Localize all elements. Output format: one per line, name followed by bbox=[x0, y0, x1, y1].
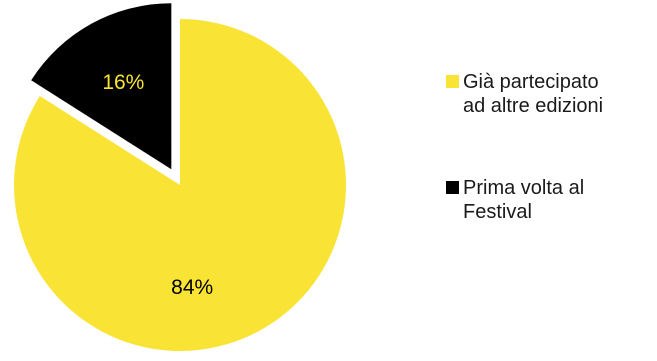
slice-value-label-1: 16% bbox=[102, 71, 144, 94]
legend-item-prima-volta: Prima volta al Festival bbox=[446, 176, 651, 224]
pie-chart: 84% 16% bbox=[13, 3, 347, 352]
pie-slice-0 bbox=[13, 19, 347, 352]
legend-label-line2: ad altre edizioni bbox=[463, 95, 604, 117]
legend-item-gia-partecipato: Già partecipato ad altre edizioni bbox=[446, 70, 651, 118]
legend-label-line1: Già partecipato bbox=[463, 71, 599, 93]
legend-swatch-yellow bbox=[446, 75, 459, 88]
legend: Già partecipato ad altre edizioni Prima … bbox=[446, 70, 651, 224]
legend-label-line2: Festival bbox=[463, 201, 532, 223]
legend-swatch-black bbox=[446, 181, 459, 194]
pie-slice-1 bbox=[31, 3, 172, 170]
legend-label-line1: Prima volta al bbox=[463, 177, 585, 199]
slice-value-label-0: 84% bbox=[171, 276, 213, 299]
